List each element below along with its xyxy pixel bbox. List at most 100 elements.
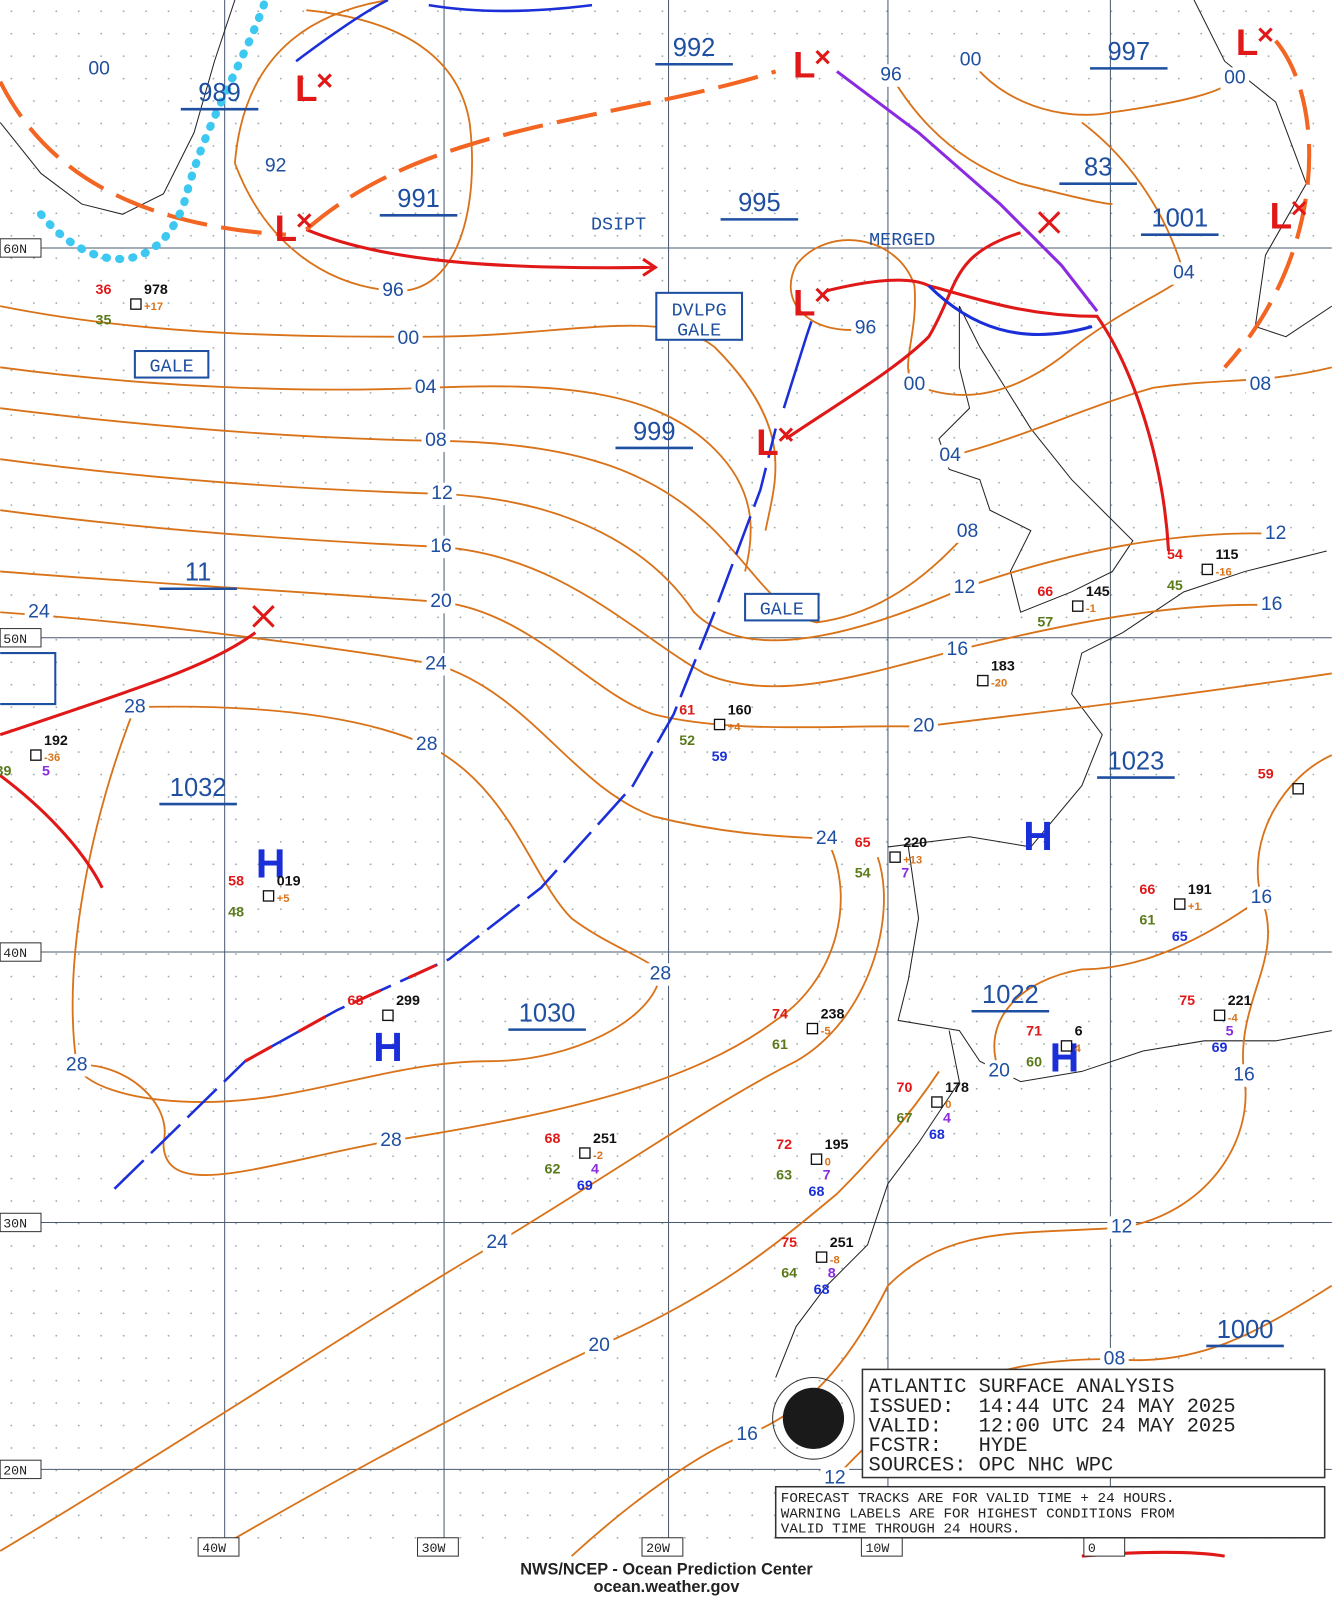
- station-pressure: 221: [1228, 993, 1252, 1009]
- station-pressure: 115: [1215, 547, 1238, 563]
- station-tendency: -1: [1086, 603, 1096, 615]
- isobar-label-bg: [62, 1054, 91, 1077]
- pressure-center: 1030: [519, 999, 576, 1027]
- station-dewpoint: 39: [0, 764, 11, 780]
- low-marker: L: [793, 282, 815, 323]
- isobar-label: 08: [1250, 373, 1272, 395]
- isobar-label: 16: [1233, 1064, 1255, 1086]
- isobar-label: 00: [1224, 67, 1246, 89]
- low-marker: L: [275, 208, 297, 249]
- station-air-temp: 66: [1139, 882, 1155, 898]
- note: VALID TIME THROUGH 24 HOURS.: [781, 1522, 1021, 1538]
- isobar-label: 12: [954, 576, 976, 598]
- lat-box: [0, 238, 42, 258]
- isobar-label: 12: [824, 1467, 846, 1489]
- station-tendency: -36: [44, 752, 60, 764]
- isobar-label-bg: [584, 1334, 614, 1358]
- lon-label: 30W: [422, 1541, 446, 1556]
- isobar-label: 28: [416, 733, 438, 755]
- isobar-label: 96: [855, 317, 877, 339]
- footer: NWS/NCEP - Ocean Prediction Center: [520, 1560, 813, 1578]
- isobar-label: 12: [1265, 522, 1287, 544]
- low-marker: L: [756, 422, 778, 463]
- isobar-label-bg: [261, 155, 290, 178]
- station-dewpoint: 45: [1167, 578, 1183, 594]
- isobar-label: 04: [1173, 262, 1195, 284]
- info-issued: ISSUED: 14:44 UTC 24 MAY 2025: [869, 1396, 1236, 1419]
- pressure-center: 995: [738, 189, 781, 217]
- station-air-temp: 65: [855, 835, 871, 851]
- station-pressure: 238: [821, 1006, 845, 1022]
- isobar-label: 16: [1251, 886, 1273, 908]
- station-sea-temp: 7: [901, 866, 909, 882]
- station-dewpoint: 61: [1139, 912, 1155, 928]
- station-air-temp: 68: [545, 1131, 561, 1147]
- annotation-box: [133, 350, 210, 379]
- isobar-label: 00: [904, 373, 926, 395]
- isobar-label-bg: [820, 1467, 850, 1490]
- pressure-center: 1032: [170, 774, 227, 802]
- info-sources: SOURCES: OPC NHC WPC: [869, 1454, 1114, 1477]
- isobar-label-bg: [953, 520, 982, 543]
- isobar-label: 08: [957, 520, 979, 542]
- station-pressure: 251: [830, 1235, 854, 1251]
- storm-cross: [1037, 211, 1061, 234]
- station-tendency: 0: [825, 1156, 831, 1168]
- low-cross: [1291, 200, 1307, 216]
- isobar-label-bg: [1246, 373, 1275, 396]
- isobar-label-bg: [1247, 886, 1276, 910]
- low-marker: L: [295, 68, 317, 109]
- isobar-label-bg: [950, 576, 979, 599]
- isobar-label-bg: [482, 1231, 512, 1255]
- annotation-box: [744, 592, 820, 622]
- station-pressure: 160: [728, 702, 752, 718]
- station-air-temp: 54: [1167, 547, 1183, 563]
- isobar-label: 12: [1111, 1216, 1133, 1238]
- isobar-label: 16: [947, 638, 969, 660]
- station-sea-temp: 5: [42, 764, 50, 780]
- graticule: [0, 0, 1332, 1557]
- station: [713, 718, 726, 731]
- noaa-logo: [782, 1387, 845, 1449]
- station-air-temp: 72: [776, 1137, 792, 1153]
- lon-label: 10W: [865, 1541, 889, 1556]
- station: [1201, 563, 1214, 576]
- isobar-label-bg: [646, 963, 675, 986]
- isobar-label-bg: [1220, 67, 1250, 90]
- isobar-label: 24: [816, 827, 838, 849]
- station-tendency: +13: [903, 854, 922, 866]
- station: [815, 1251, 828, 1263]
- station: [1174, 898, 1186, 910]
- station-wave: 68: [809, 1184, 825, 1200]
- station: [810, 1153, 823, 1165]
- isobar-label-bg: [984, 1060, 1014, 1083]
- station-sea-temp: 4: [591, 1161, 599, 1177]
- isobar-label: 04: [939, 444, 961, 466]
- labels: 60N 50N 40N 30N 20N 40W 30W 20W 10W 0 992 997 989 991…: [0, 22, 1307, 1557]
- isobar-label: 24: [486, 1231, 508, 1253]
- isobar-label: 24: [425, 652, 447, 674]
- isobar-label-bg: [394, 327, 423, 350]
- station-wave: 68: [929, 1127, 945, 1143]
- lon-label: 40W: [202, 1541, 226, 1556]
- station-dewpoint: 57: [1037, 615, 1053, 631]
- high-marker: H: [373, 1024, 402, 1070]
- station-pressure: 195: [825, 1137, 849, 1153]
- isobar-label: 96: [880, 64, 902, 86]
- station-tendency: +17: [144, 301, 163, 313]
- isobar-label: 08: [1104, 1347, 1126, 1369]
- pressure-center: 989: [198, 79, 241, 107]
- annotation: GALE: [677, 321, 721, 342]
- station-wave: 59: [712, 749, 728, 765]
- isobar-label: 08: [425, 429, 447, 451]
- station-air-temp: 61: [679, 702, 695, 718]
- station-dewpoint: 35: [96, 312, 112, 328]
- station-pressure: 192: [44, 733, 68, 749]
- isobar-label: 28: [380, 1129, 402, 1151]
- low-marker: L: [1236, 22, 1258, 63]
- pressure-center: 992: [673, 34, 716, 62]
- isobar-label: 96: [382, 279, 404, 301]
- lon-label: 0: [1088, 1541, 1096, 1556]
- isobar-label: 16: [736, 1423, 758, 1445]
- station-tendency: +1: [1188, 901, 1201, 913]
